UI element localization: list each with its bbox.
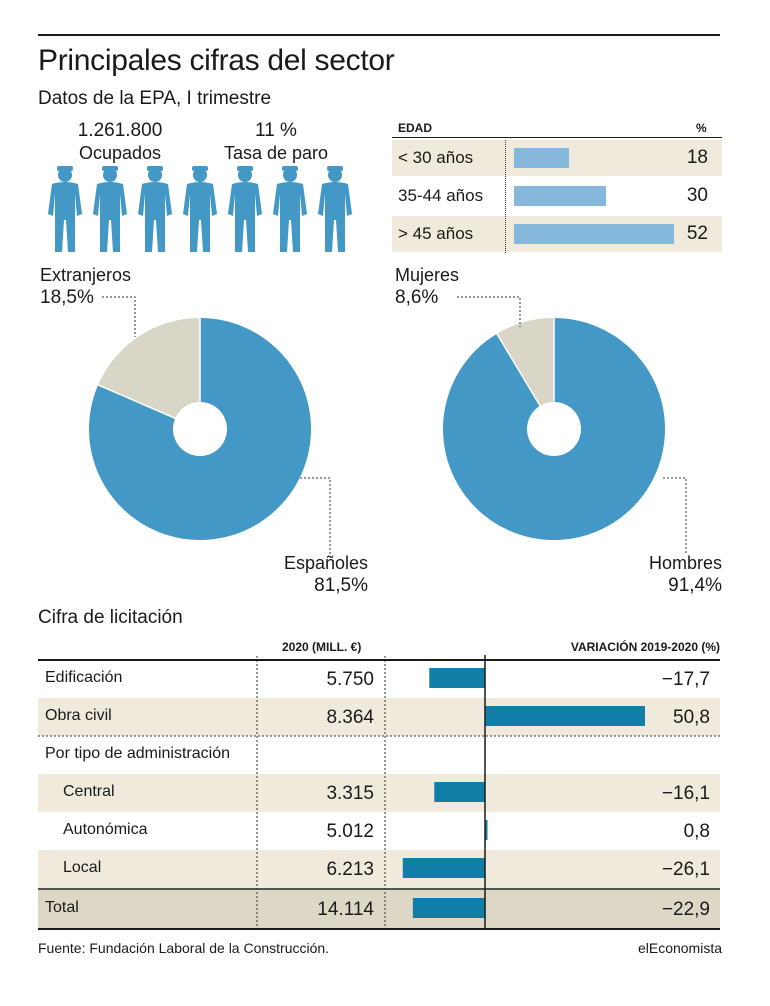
table-row: Autonómica 5.012 0,8: [38, 812, 720, 850]
pie1-major-label: Españoles: [283, 553, 368, 573]
pie2-minor-pct: 8,6%: [395, 287, 439, 308]
pie1-minor-label: Extranjeros: [40, 265, 132, 285]
age-row-value: 30: [686, 185, 708, 206]
pie-charts: [89, 296, 687, 555]
age-row: 35-44 años 30: [392, 178, 722, 214]
table-row: Total 14.114 −22,9: [38, 890, 720, 928]
age-row: < 30 años 18: [392, 140, 722, 176]
col-header-variacion: VARIACIÓN 2019-2020 (%): [570, 640, 720, 654]
worker-icon: [273, 166, 307, 252]
table-row-variation: −26,1: [661, 859, 710, 880]
worker-icon: [138, 166, 172, 252]
brand-label: elEconomista: [637, 940, 722, 956]
table-row-value: 5.750: [326, 669, 374, 690]
age-bar: [514, 186, 607, 206]
age-row-value: 52: [686, 223, 708, 244]
table-row: Por tipo de administración: [38, 736, 720, 774]
variation-bar: [429, 668, 485, 688]
age-row-label: 35-44 años: [398, 186, 484, 205]
table-header-rule: [38, 659, 720, 661]
table-row: Edificación 5.750 −17,7: [38, 660, 720, 698]
table-row: Central 3.315 −16,1: [38, 774, 720, 812]
worker-icon: [183, 166, 217, 252]
age-row-label: > 45 años: [398, 224, 474, 243]
pie-callout-line: [457, 296, 521, 327]
top-rule: [38, 34, 720, 36]
pie2-major-label: Hombres: [648, 553, 722, 573]
kpi-paro-label: Tasa de paro: [223, 143, 329, 163]
kpi-ocupados-value: 1.261.800: [77, 120, 163, 141]
table-row-variation: −16,1: [661, 783, 710, 804]
table-row-label: Central: [63, 783, 115, 800]
table-row: Local 6.213 −26,1: [38, 850, 720, 888]
variation-bar: [485, 820, 488, 840]
table-bottom-rule: [38, 928, 720, 930]
age-row-label: < 30 años: [398, 148, 474, 167]
worker-icon: [93, 166, 127, 252]
pie-callout-line: [663, 477, 687, 555]
table-row-label: Por tipo de administración: [45, 745, 230, 762]
age-header-label: EDAD: [398, 121, 433, 135]
worker-icon: [48, 166, 82, 252]
pie2-major-pct: 91,4%: [668, 575, 722, 596]
table-row-variation: −17,7: [661, 669, 710, 690]
table-row-variation: 50,8: [673, 707, 710, 728]
kpi-ocupados-label: Ocupados: [78, 143, 162, 163]
page-title: Principales cifras del sector: [38, 44, 395, 77]
pie-hole: [173, 402, 227, 456]
page-subtitle: Datos de la EPA, I trimestre: [38, 88, 272, 109]
pie-callout-line: [300, 477, 331, 555]
table-row-label: Obra civil: [45, 707, 112, 724]
variation-bars: [38, 655, 720, 928]
pie-hole: [527, 402, 581, 456]
col-header-2020: 2020 (MILL. €): [282, 640, 362, 654]
pie-slice-minor: [496, 318, 554, 429]
pie1-major-pct: 81,5%: [314, 575, 368, 596]
table-row-label: Total: [45, 899, 79, 916]
pie-slice-minor: [98, 318, 200, 429]
variation-bar: [485, 706, 645, 726]
age-divider: [505, 140, 506, 253]
age-bar: [514, 148, 570, 168]
variation-bar: [434, 782, 485, 802]
table-row-value: 3.315: [326, 783, 374, 804]
pie2-minor-label: Mujeres: [395, 265, 460, 285]
pie-callout-line: [102, 296, 136, 337]
table-row-label: Edificación: [45, 669, 123, 686]
kpi-paro-value: 11 %: [255, 120, 297, 141]
age-row-value: 18: [686, 147, 708, 168]
workers-icon-group: [48, 166, 352, 252]
table-row-value: 14.114: [317, 899, 374, 920]
source-note: Fuente: Fundación Laboral de la Construc…: [38, 940, 330, 956]
variation-bar: [412, 898, 485, 918]
age-header-rule: [392, 137, 722, 138]
worker-icon: [318, 166, 352, 252]
table-row-variation: 0,8: [683, 821, 710, 842]
age-bar: [514, 224, 674, 244]
table-row-value: 5.012: [326, 821, 374, 842]
table-row-label: Local: [63, 859, 102, 876]
table-row-label: Autonómica: [63, 821, 148, 838]
table-row-value: 8.364: [326, 707, 374, 728]
section-title-licitacion: Cifra de licitación: [38, 607, 183, 628]
variation-bar: [402, 858, 485, 878]
worker-icon: [228, 166, 262, 252]
table-row-variation: −22,9: [661, 899, 710, 920]
table-row-value: 6.213: [326, 859, 374, 880]
age-row: > 45 años 52: [392, 216, 722, 252]
pie1-minor-pct: 18,5%: [40, 287, 94, 308]
age-header-pct: %: [696, 121, 707, 135]
